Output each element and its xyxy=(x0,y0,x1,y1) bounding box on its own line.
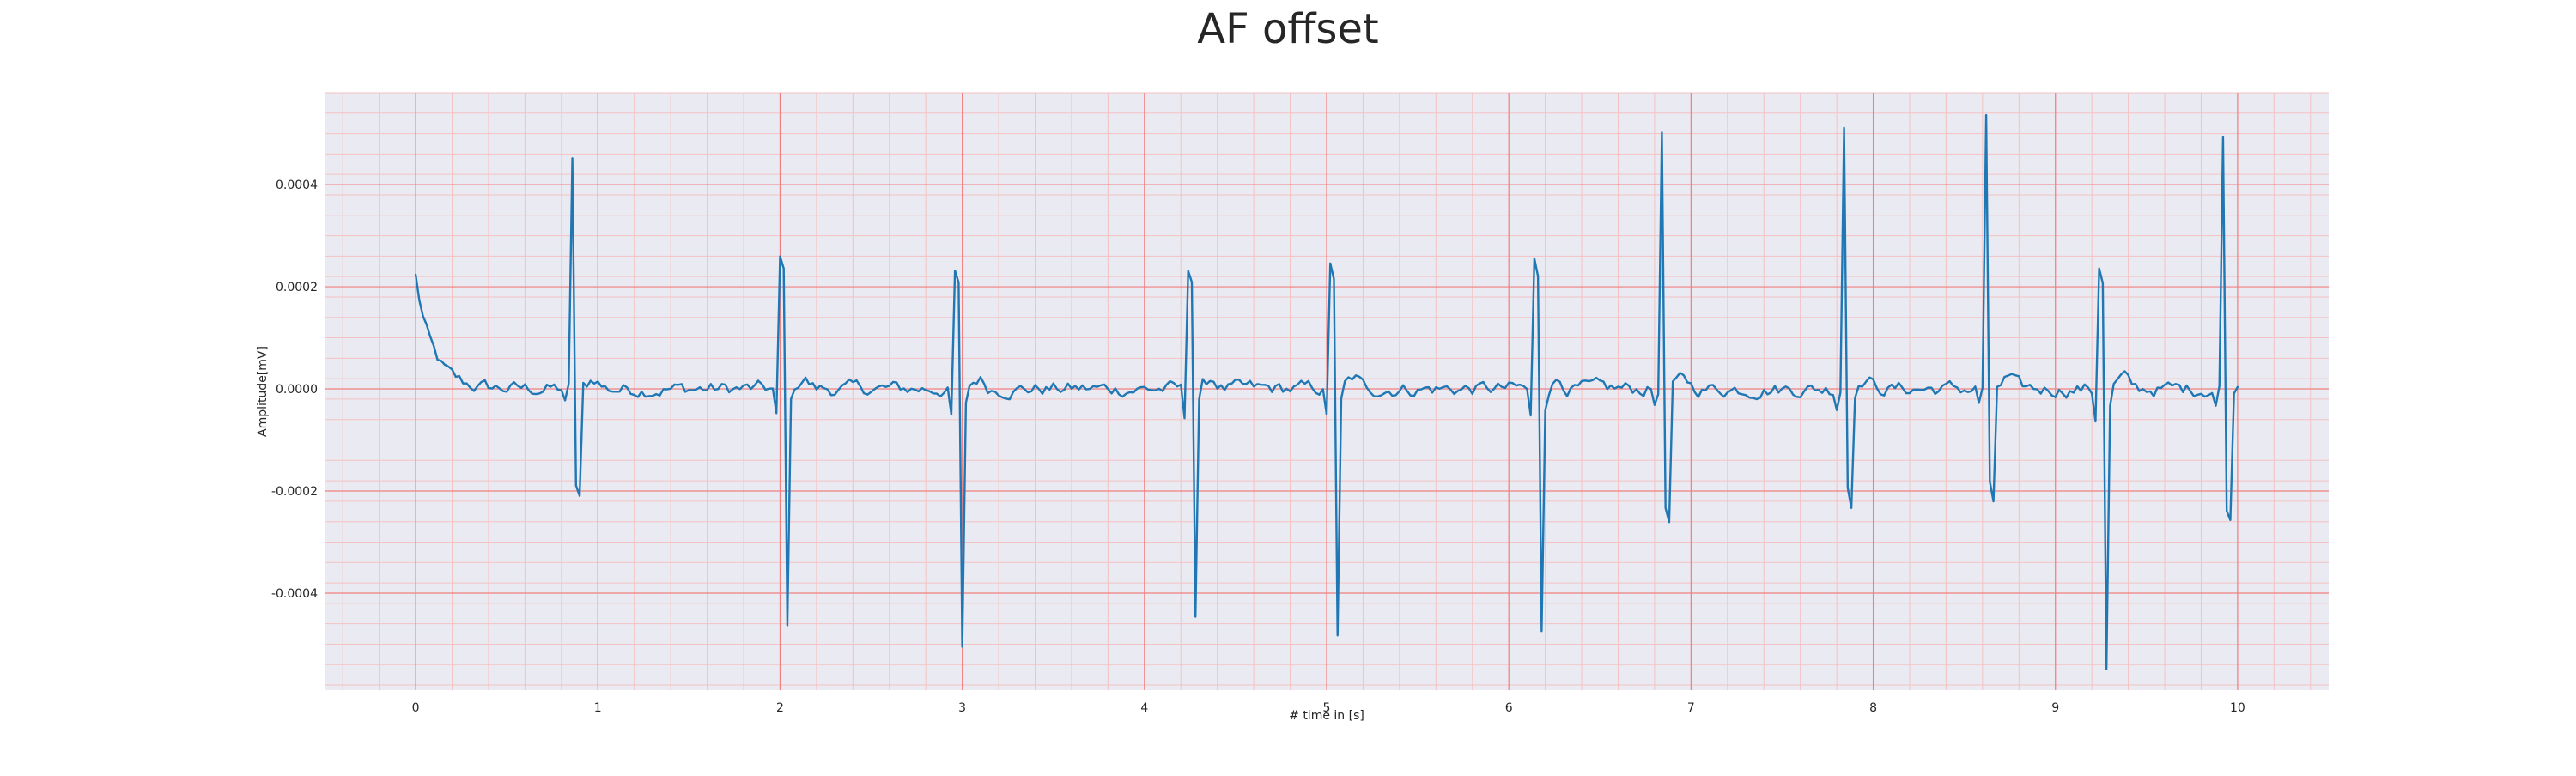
x-tick-label: 3 xyxy=(958,701,966,715)
chart-title: AF offset xyxy=(1197,5,1379,53)
y-tick-label: -0.0002 xyxy=(271,485,318,499)
x-tick-label: 0 xyxy=(412,701,420,715)
y-tick-label: 0.0004 xyxy=(276,179,318,192)
x-tick-label: 8 xyxy=(1869,701,1877,715)
x-tick-label: 2 xyxy=(776,701,784,715)
x-tick-label: 1 xyxy=(594,701,602,715)
y-tick-label: 0.0000 xyxy=(276,383,318,397)
y-tick-label: 0.0002 xyxy=(276,281,318,294)
x-axis-label: # time in [s] xyxy=(1289,709,1364,723)
y-axis-label: Amplitude[mV] xyxy=(256,346,270,437)
x-tick-label: 9 xyxy=(2051,701,2059,715)
y-tick-label: -0.0004 xyxy=(271,587,318,601)
x-tick-label: 10 xyxy=(2230,701,2245,715)
x-tick-label: 4 xyxy=(1140,701,1148,715)
y-tick-labels: -0.0004 -0.0002 0.0000 0.0002 0.0004 xyxy=(271,179,318,601)
x-tick-label: 7 xyxy=(1687,701,1695,715)
x-tick-label: 6 xyxy=(1505,701,1513,715)
